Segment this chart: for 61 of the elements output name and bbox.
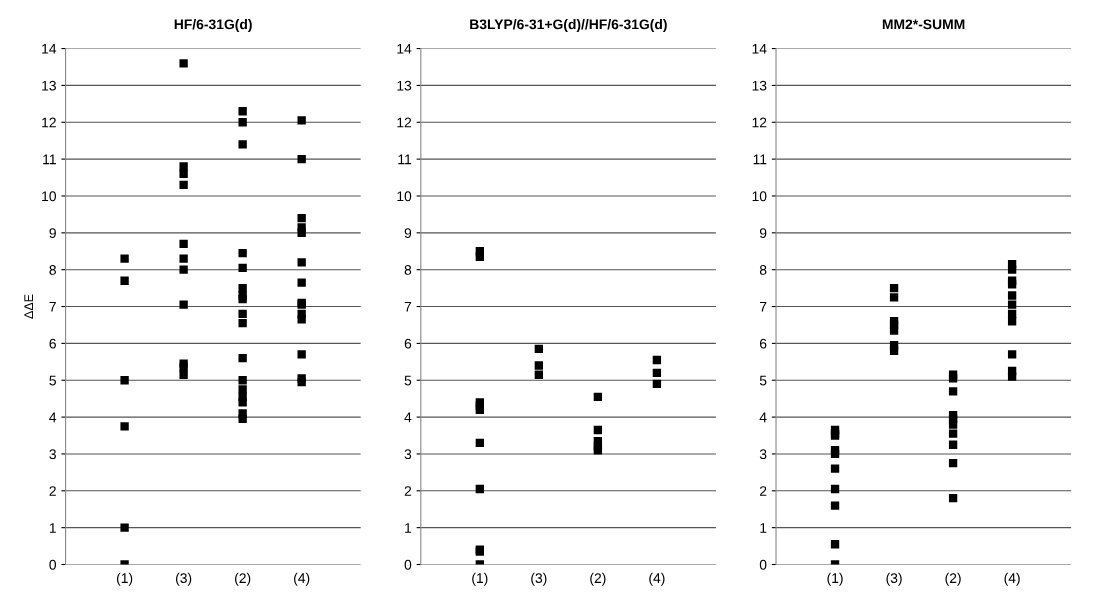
x-tick-label: (1) — [116, 572, 133, 586]
y-tick-label: 14 — [752, 44, 767, 54]
y-tick-label: 11 — [398, 154, 412, 165]
y-tick-label: 4 — [759, 412, 767, 423]
chart-title: MM2*-SUMM — [882, 19, 965, 30]
y-tick-label: 8 — [759, 265, 767, 275]
y-tick-label: 12 — [752, 117, 767, 128]
y-tick-label: 5 — [759, 375, 767, 386]
y-tick-label: 4 — [49, 412, 57, 423]
y-tick-label: 0 — [404, 559, 412, 570]
y-tick-label: 14 — [397, 44, 412, 54]
y-tick-label: 14 — [42, 44, 57, 54]
y-tick-label: 8 — [49, 265, 56, 275]
x-tick-label: (4) — [1004, 572, 1020, 586]
y-tick-label: 11 — [43, 154, 56, 165]
x-tick-label: (2) — [590, 572, 606, 586]
y-tick-label: 7 — [49, 302, 56, 312]
y-tick-label: 3 — [759, 449, 767, 460]
y-tick-label: 10 — [42, 191, 57, 202]
y-tick-label: 13 — [752, 80, 767, 91]
y-tick-label: 10 — [752, 191, 767, 202]
y-tick-label: 3 — [404, 449, 412, 460]
x-tick-label: (1) — [472, 572, 488, 586]
x-tick-label: (2) — [945, 572, 961, 586]
x-tick-label: (4) — [294, 572, 310, 586]
y-axis-title: ΔΔE — [24, 294, 33, 319]
y-tick-label: 5 — [404, 375, 412, 386]
y-tick-label: 13 — [397, 80, 412, 91]
y-tick-label: 2 — [49, 486, 56, 496]
y-tick-label: 5 — [49, 375, 56, 386]
y-tick-label: 1 — [49, 523, 56, 533]
chart-title: B3LYP/6-31+G(d)//HF/6-31G(d) — [470, 19, 667, 32]
y-tick-label: 1 — [405, 523, 412, 533]
x-tick-label: (3) — [886, 572, 902, 586]
y-tick-label: 7 — [759, 302, 767, 312]
x-tick-label: (1) — [827, 572, 843, 586]
y-tick-label: 10 — [397, 191, 412, 202]
y-tick-label: 8 — [404, 265, 412, 275]
y-tick-label: 6 — [49, 338, 56, 349]
y-tick-label: 13 — [42, 80, 56, 91]
y-tick-label: 6 — [404, 338, 412, 349]
y-tick-label: 11 — [753, 154, 767, 165]
y-tick-label: 6 — [759, 338, 767, 349]
y-tick-label: 1 — [760, 523, 767, 533]
y-tick-label: 4 — [404, 412, 412, 423]
y-tick-label: 7 — [404, 302, 412, 312]
y-tick-label: 2 — [759, 486, 767, 496]
y-tick-label: 9 — [404, 228, 412, 238]
y-tick-label: 9 — [49, 228, 56, 238]
chart-title: HF/6-31G(d) — [174, 19, 252, 32]
x-tick-label: (3) — [531, 572, 547, 586]
y-tick-label: 9 — [759, 228, 767, 238]
x-tick-label: (4) — [649, 572, 665, 586]
x-tick-label: (3) — [176, 572, 192, 586]
y-tick-label: 12 — [42, 117, 56, 128]
y-tick-label: 3 — [49, 449, 56, 460]
y-tick-label: 0 — [759, 559, 767, 570]
y-tick-label: 12 — [397, 117, 412, 128]
y-tick-label: 0 — [49, 559, 57, 570]
y-tick-label: 2 — [404, 486, 412, 496]
x-tick-label: (2) — [235, 572, 251, 586]
